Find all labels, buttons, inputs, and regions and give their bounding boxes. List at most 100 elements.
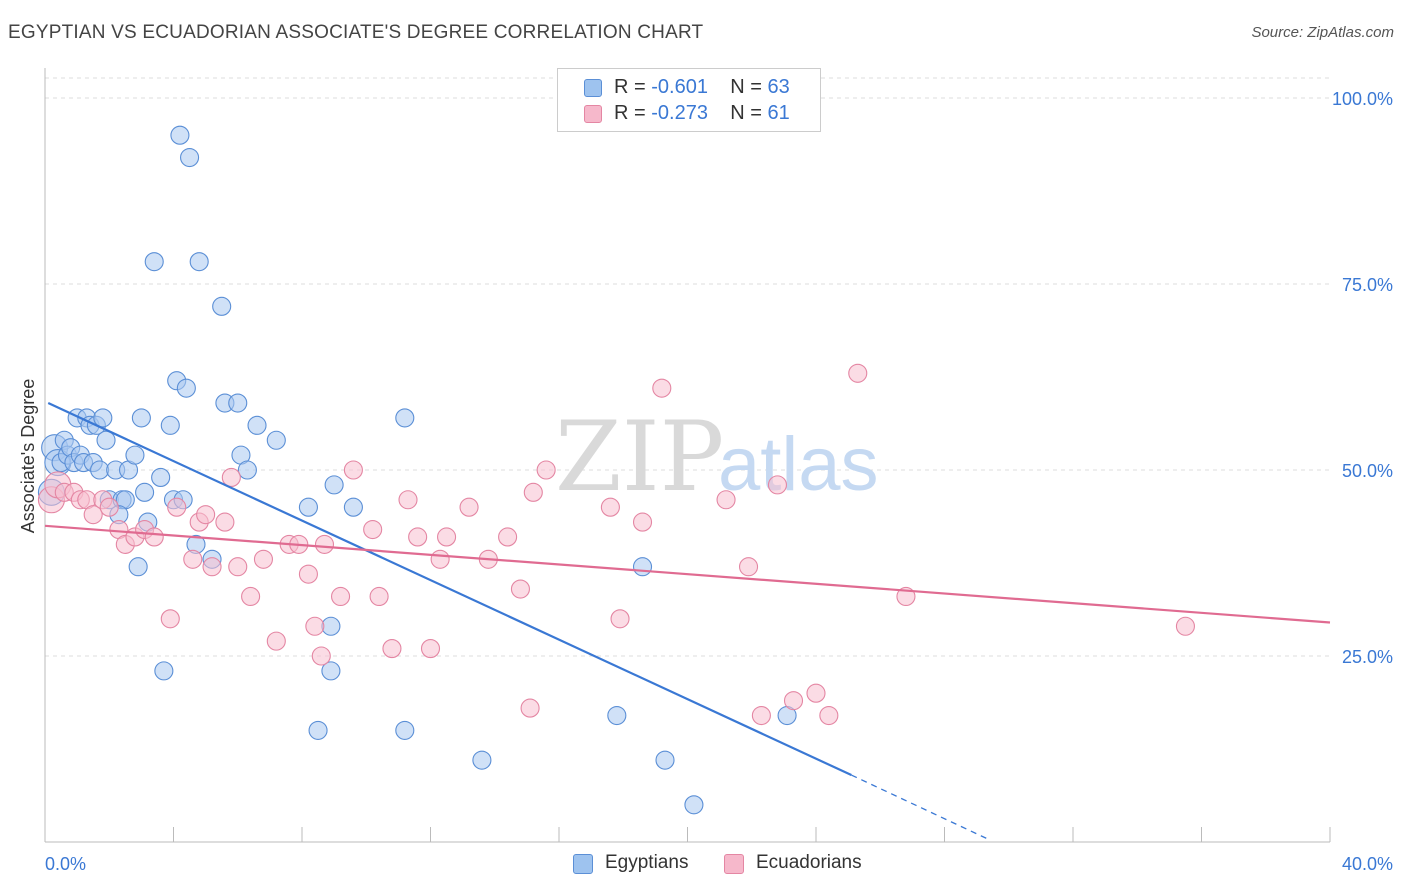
- point-ecuadorians: [330, 586, 351, 607]
- point-egyptians: [655, 750, 675, 770]
- y-tick-label: 50.0%: [1342, 461, 1393, 481]
- legend: R = -0.601 N = 63 R = -0.273 N = 61: [557, 68, 821, 132]
- point-egyptians: [308, 720, 328, 740]
- point-ecuadorians: [767, 475, 788, 495]
- point-egyptians: [96, 430, 116, 450]
- point-ecuadorians: [196, 505, 216, 525]
- x-tick-label-max: 40.0%: [1342, 854, 1393, 874]
- point-ecuadorians: [848, 363, 868, 383]
- point-ecuadorians: [420, 639, 441, 659]
- point-ecuadorians: [1175, 616, 1195, 636]
- point-ecuadorians: [738, 557, 759, 577]
- point-ecuadorians: [806, 683, 826, 703]
- point-egyptians: [90, 460, 110, 480]
- point-egyptians: [607, 705, 627, 726]
- watermark-atlas: atlas: [718, 422, 879, 507]
- point-ecuadorians: [783, 691, 804, 711]
- legend-n-label: N =: [730, 76, 762, 98]
- point-egyptians: [395, 408, 415, 428]
- point-egyptians: [128, 557, 148, 577]
- point-ecuadorians: [167, 497, 187, 517]
- legend-stats-ecuadorians: R = -0.273 N = 61: [614, 102, 790, 125]
- y-axis-label: Associate's Degree: [18, 379, 38, 534]
- point-egyptians: [170, 125, 190, 145]
- source-label: Source: ZipAtlas.com: [1251, 24, 1394, 41]
- legend-stats-egyptians: R = -0.601 N = 63: [614, 76, 790, 99]
- point-ecuadorians: [716, 490, 736, 510]
- trend-line-egyptians: [47, 402, 852, 777]
- point-ecuadorians: [819, 705, 839, 726]
- watermark: ZIP atlas: [555, 401, 879, 513]
- point-egyptians: [684, 795, 704, 815]
- point-egyptians: [212, 296, 232, 316]
- point-ecuadorians: [652, 378, 672, 398]
- trend-line-ecuadorians: [44, 524, 1331, 624]
- legend-r-value: -0.601: [651, 76, 708, 98]
- chart-title: EGYPTIAN VS ECUADORIAN ASSOCIATE'S DEGRE…: [8, 22, 704, 43]
- point-egyptians: [632, 557, 653, 577]
- point-ecuadorians: [520, 698, 540, 718]
- point-ecuadorians: [99, 497, 119, 517]
- point-ecuadorians: [202, 557, 222, 577]
- point-ecuadorians: [600, 497, 620, 517]
- point-egyptians: [298, 497, 318, 517]
- point-ecuadorians: [398, 490, 418, 510]
- point-ecuadorians: [408, 527, 428, 547]
- bottom-legend-label-ecuadorians: Ecuadorians: [756, 852, 862, 873]
- point-ecuadorians: [363, 519, 383, 540]
- point-ecuadorians: [498, 527, 518, 547]
- point-egyptians: [324, 475, 344, 495]
- point-ecuadorians: [298, 564, 318, 584]
- point-ecuadorians: [510, 579, 531, 599]
- point-ecuadorians: [311, 646, 331, 666]
- legend-r-label: R =: [614, 76, 646, 98]
- point-ecuadorians: [160, 609, 180, 629]
- point-egyptians: [189, 252, 209, 272]
- point-ecuadorians: [228, 557, 248, 577]
- point-ecuadorians: [144, 527, 164, 547]
- legend-n-value: 63: [767, 76, 790, 98]
- legend-r-label: R =: [614, 102, 646, 124]
- point-ecuadorians: [369, 586, 389, 607]
- point-egyptians: [395, 720, 415, 740]
- point-egyptians: [343, 497, 363, 517]
- y-tick-label: 75.0%: [1342, 275, 1393, 295]
- point-egyptians: [160, 415, 180, 435]
- bottom-legend-swatch-ecuadorians: [724, 854, 744, 874]
- y-tick-label: 100.0%: [1332, 89, 1393, 109]
- point-ecuadorians: [343, 460, 363, 480]
- point-ecuadorians: [382, 639, 402, 659]
- point-ecuadorians: [215, 512, 235, 532]
- point-egyptians: [228, 393, 248, 413]
- point-egyptians: [237, 460, 257, 480]
- legend-n-label: N =: [730, 102, 762, 124]
- point-egyptians: [247, 415, 267, 435]
- point-egyptians: [131, 408, 151, 428]
- point-egyptians: [321, 661, 341, 681]
- point-ecuadorians: [430, 549, 450, 569]
- trend-lines: [44, 402, 1331, 839]
- bottom-legend-swatch-egyptians: [573, 854, 593, 874]
- point-ecuadorians: [183, 549, 203, 569]
- point-ecuadorians: [253, 549, 274, 569]
- point-egyptians: [266, 430, 286, 450]
- point-ecuadorians: [751, 705, 771, 726]
- point-ecuadorians: [241, 586, 261, 607]
- point-egyptians: [93, 408, 113, 428]
- point-ecuadorians: [536, 460, 556, 480]
- legend-n-value: 61: [767, 102, 790, 124]
- x-tick-label-min: 0.0%: [45, 854, 86, 874]
- point-ecuadorians: [610, 609, 630, 629]
- point-ecuadorians: [632, 512, 653, 532]
- watermark-zip: ZIP: [555, 401, 724, 513]
- point-ecuadorians: [314, 534, 335, 554]
- y-tick-label: 25.0%: [1342, 647, 1393, 667]
- legend-swatch-ecuadorians: [584, 105, 602, 123]
- point-ecuadorians: [305, 616, 325, 636]
- point-ecuadorians: [266, 631, 286, 651]
- point-ecuadorians: [83, 505, 103, 525]
- point-egyptians: [151, 467, 171, 487]
- point-egyptians: [180, 147, 200, 168]
- data-points: [37, 125, 1195, 815]
